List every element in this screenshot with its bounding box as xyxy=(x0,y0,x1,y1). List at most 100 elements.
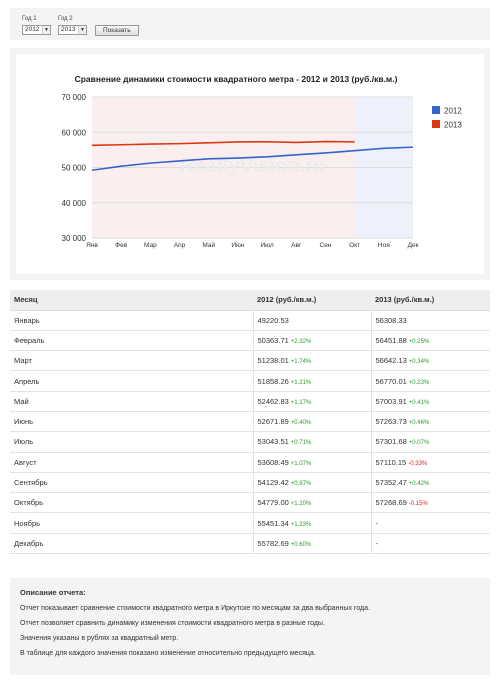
x-tick-label: Янв xyxy=(86,242,98,249)
year1-select[interactable]: 2012 ▼ xyxy=(22,24,51,35)
chart-title: Сравнение динамики стоимости квадратного… xyxy=(74,74,398,84)
month-name: Декабрь xyxy=(14,538,44,548)
month-cell: Сентябрь xyxy=(10,472,253,494)
value-2013-cell: 57352.47 +0.42% xyxy=(370,472,490,494)
chevron-down-icon: ▼ xyxy=(78,25,86,34)
month-name: Ноябрь xyxy=(14,518,41,528)
value-2013-cell: 57110.15 -0.33% xyxy=(370,452,490,473)
value-2013: 56770.01 xyxy=(375,376,407,386)
change-2013: +0.25% xyxy=(408,338,430,345)
value-2013-cell: 57263.73 +0.46% xyxy=(370,411,490,433)
value-2012-cell: 54129.42 +0.97% xyxy=(252,472,371,494)
value-2013: 56642.13 xyxy=(375,356,407,366)
month-cell: Ноябрь xyxy=(10,512,253,534)
header-2013: 2013 (руб./кв.м.) xyxy=(371,290,490,311)
value-2013: 56451.88 xyxy=(375,335,407,345)
change-2012: +0.60% xyxy=(290,541,312,548)
change-2012: +1.20% xyxy=(290,501,312,508)
chart-panel: Сравнение динамики стоимости квадратного… xyxy=(10,48,490,280)
table-row: Май 52462.83 +1.17% 57003.91 +0.41% xyxy=(10,391,490,412)
month-name: Сентябрь xyxy=(14,478,48,488)
year2-select[interactable]: 2013 ▼ xyxy=(58,24,87,35)
chart-area: Сравнение динамики стоимости квадратного… xyxy=(16,54,484,274)
table-row: Октябрь 54779.00 +1.20% 57268.69 -0.15% xyxy=(10,492,490,514)
month-cell: Март xyxy=(10,350,253,372)
month-cell: Февраль xyxy=(10,330,253,352)
change-2012: +2.32% xyxy=(290,338,312,345)
x-tick-label: Авг xyxy=(291,242,302,249)
legend-label-2013: 2013 xyxy=(444,121,462,130)
value-2012-cell: 49220.53 xyxy=(252,310,371,331)
value-2013: 57268.69 xyxy=(375,498,407,508)
x-tick-label: Май xyxy=(202,241,215,249)
table-row: Сентябрь 54129.42 +0.97% 57352.47 +0.42% xyxy=(10,472,490,494)
month-cell: Апрель xyxy=(10,370,253,392)
watermark: RealtyVision.ru xyxy=(180,155,325,177)
value-2012-cell: 55782.69 +0.60% xyxy=(252,533,371,555)
value-2013-cell: 57003.91 +0.41% xyxy=(370,391,490,412)
month-name: Апрель xyxy=(14,376,40,386)
table-header-row: Месяц 2012 (руб./кв.м.) 2013 (руб./кв.м.… xyxy=(10,290,490,311)
change-2012: +1.21% xyxy=(290,379,312,386)
value-2012: 51238.01 xyxy=(257,356,289,366)
legend-swatch-2013 xyxy=(432,120,440,128)
change-2012: +1.17% xyxy=(290,399,312,406)
legend-swatch-2012 xyxy=(432,106,440,114)
table-row: Февраль 50363.71 +2.32% 56451.88 +0.25% xyxy=(10,330,490,352)
value-2012: 54779.00 xyxy=(257,498,289,508)
x-tick-label: Фев xyxy=(115,242,128,249)
month-name: Июль xyxy=(14,437,34,447)
month-name: Февраль xyxy=(14,335,45,345)
month-name: Октябрь xyxy=(14,498,44,508)
value-2012: 53608.49 xyxy=(257,457,289,467)
year1-group: Год 1 2012 ▼ xyxy=(22,16,51,35)
x-tick-label: Мар xyxy=(144,242,157,249)
show-button[interactable]: Показать xyxy=(95,25,139,36)
x-tick-label: Ноя xyxy=(378,242,390,249)
table-row: Март 51238.01 +1.74% 56642.13 +0.34% xyxy=(10,350,490,372)
y-tick-label: 60 000 xyxy=(62,128,87,137)
month-cell: Август xyxy=(10,452,253,473)
month-name: Январь xyxy=(14,315,40,325)
change-2013: +0.42% xyxy=(408,481,430,488)
month-cell: Май xyxy=(10,391,253,412)
header-2012: 2012 (руб./кв.м.) xyxy=(253,290,371,311)
change-2013: -0.33% xyxy=(408,460,428,467)
value-2013: 57301.68 xyxy=(375,437,407,447)
y-tick-label: 40 000 xyxy=(62,199,87,208)
description-line: В таблице для каждого значения показано … xyxy=(20,650,316,657)
value-2013-cell: 57301.68 +0.07% xyxy=(370,431,490,453)
change-2013: +0.23% xyxy=(408,379,430,386)
change-2013: +0.46% xyxy=(408,420,430,427)
description-line: Значения указаны в рублях за квадратный … xyxy=(20,635,179,642)
y-tick-label: 30 000 xyxy=(62,234,87,243)
series-line-2013 xyxy=(91,140,355,147)
value-2012: 53043.51 xyxy=(257,437,289,447)
value-2013: 57003.91 xyxy=(375,396,407,406)
year2-value: 2013 xyxy=(61,26,76,33)
description-line: Отчет позволяет сравнить динамику измене… xyxy=(20,620,325,627)
value-2013: - xyxy=(375,538,379,548)
value-2013: - xyxy=(375,518,379,528)
value-2012-cell: 51858.26 +1.21% xyxy=(252,370,371,392)
month-name: Август xyxy=(14,457,37,467)
table-row: Ноябрь 55451.34 +1.23% - xyxy=(10,512,490,534)
value-2012: 55451.34 xyxy=(257,518,289,528)
description-line: Отчет показывает сравнение стоимости ква… xyxy=(20,605,370,612)
line-chart: 70 000 60 000 50 000 40 000 30 000 RealtyVisi… xyxy=(62,93,463,249)
value-2013-cell: 56451.88 +0.25% xyxy=(370,330,490,352)
month-name: Июнь xyxy=(14,417,34,427)
change-2013: +0.41% xyxy=(408,399,430,406)
value-2013-cell: 56308.33 xyxy=(370,310,490,331)
x-tick-label: Июн xyxy=(231,242,245,249)
value-2012-cell: 52671.89 +0.40% xyxy=(252,411,371,433)
description-title: Описание отчета: xyxy=(20,588,86,597)
change-2012: +0.71% xyxy=(290,440,312,447)
table-row: Январь 49220.53 56308.33 xyxy=(10,310,490,331)
value-2012: 52462.83 xyxy=(257,396,289,406)
header-month: Месяц xyxy=(10,290,253,311)
value-2012-cell: 55451.34 +1.23% xyxy=(252,512,371,534)
series-line-2012 xyxy=(91,146,414,172)
month-name: Март xyxy=(14,356,32,366)
value-2013: 57110.15 xyxy=(375,457,407,467)
